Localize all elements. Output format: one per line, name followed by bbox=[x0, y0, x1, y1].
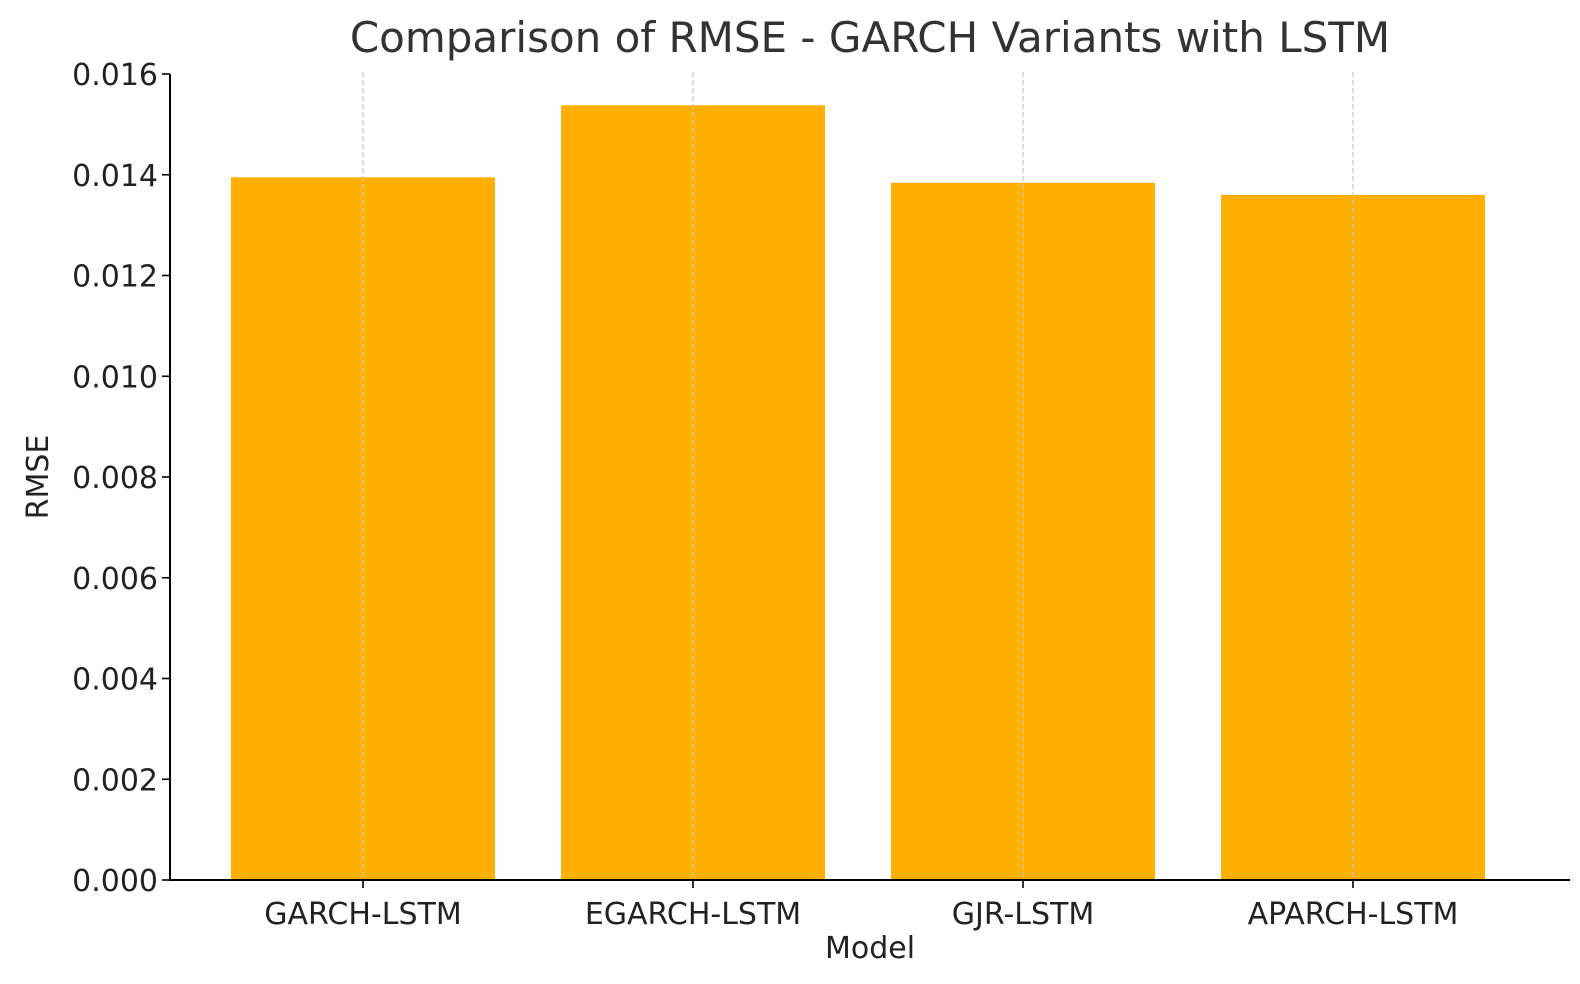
y-tick-label: 0.016 bbox=[72, 58, 158, 93]
x-axis-label: Model bbox=[825, 931, 915, 966]
y-tick-label: 0.000 bbox=[72, 864, 158, 899]
chart-title: Comparison of RMSE - GARCH Variants with… bbox=[350, 13, 1390, 62]
y-tick-label: 0.010 bbox=[72, 360, 158, 395]
y-tick-label: 0.008 bbox=[72, 461, 158, 496]
y-ticks: 0.000 0.002 0.004 0.006 0.008 0.010 0.012 0.014… bbox=[72, 58, 170, 899]
y-tick-label: 0.012 bbox=[72, 260, 158, 295]
y-tick-label: 0.004 bbox=[72, 663, 158, 698]
y-tick-label: 0.014 bbox=[72, 159, 158, 194]
bars bbox=[231, 72, 1485, 881]
x-tick-label: EGARCH-LSTM bbox=[585, 897, 801, 932]
x-tick-label: GJR-LSTM bbox=[952, 897, 1095, 932]
y-tick-label: 0.002 bbox=[72, 763, 158, 798]
y-axis-label: RMSE bbox=[21, 435, 56, 520]
x-ticks: GARCH-LSTM EGARCH-LSTM GJR-LSTM APARCH-LSTM bbox=[264, 880, 1458, 932]
x-tick-label: GARCH-LSTM bbox=[264, 897, 461, 932]
x-tick-label: APARCH-LSTM bbox=[1248, 897, 1459, 932]
y-tick-label: 0.006 bbox=[72, 562, 158, 597]
